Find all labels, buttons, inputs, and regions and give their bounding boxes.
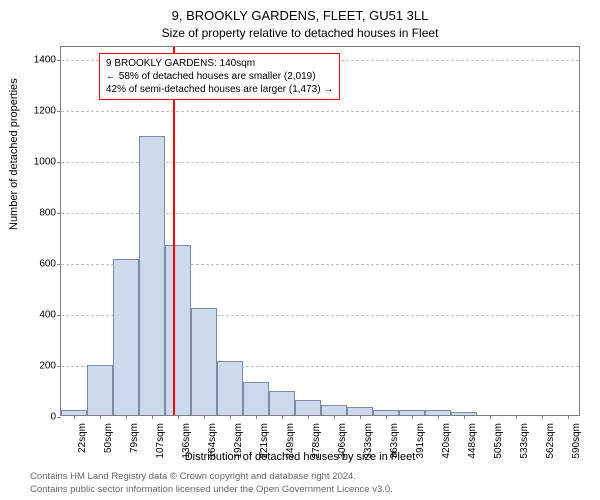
x-tick-label: 79sqm xyxy=(129,423,140,453)
histogram-bar xyxy=(217,361,243,415)
y-tick-mark xyxy=(57,315,61,316)
y-tick-label: 1000 xyxy=(21,156,56,167)
histogram-bar xyxy=(191,308,217,415)
annotation-line: 9 BROOKLY GARDENS: 140sqm xyxy=(106,57,333,70)
x-tick-mark xyxy=(334,415,335,419)
x-tick-mark xyxy=(568,415,569,419)
y-tick-mark xyxy=(57,264,61,265)
y-tick-mark xyxy=(57,162,61,163)
y-tick-label: 200 xyxy=(21,360,56,371)
x-tick-mark xyxy=(438,415,439,419)
y-tick-mark xyxy=(57,213,61,214)
histogram-bar xyxy=(269,391,295,415)
y-tick-mark xyxy=(57,417,61,418)
histogram-bar xyxy=(243,382,269,415)
title-text: 9, BROOKLY GARDENS, FLEET, GU51 3LL xyxy=(172,8,429,23)
attribution-line2: Contains public sector information licen… xyxy=(30,484,393,496)
histogram-bar xyxy=(87,365,113,415)
x-tick-mark xyxy=(178,415,179,419)
x-tick-mark xyxy=(256,415,257,419)
chart-subtitle: Size of property relative to detached ho… xyxy=(0,26,600,40)
histogram-bar xyxy=(113,259,139,415)
histogram-bar xyxy=(139,136,165,415)
x-tick-label: 50sqm xyxy=(103,423,114,453)
histogram-bar xyxy=(321,405,347,415)
annotation-line: ← 58% of detached houses are smaller (2,… xyxy=(106,70,333,83)
annotation-box: 9 BROOKLY GARDENS: 140sqm← 58% of detach… xyxy=(99,53,340,100)
chart-title: 9, BROOKLY GARDENS, FLEET, GU51 3LL xyxy=(0,8,600,23)
y-tick-mark xyxy=(57,60,61,61)
attribution: Contains HM Land Registry data © Crown c… xyxy=(30,471,393,496)
y-tick-label: 600 xyxy=(21,258,56,269)
x-tick-mark xyxy=(542,415,543,419)
x-tick-mark xyxy=(386,415,387,419)
y-tick-label: 1200 xyxy=(21,105,56,116)
grid-line xyxy=(61,111,579,112)
x-tick-mark xyxy=(126,415,127,419)
plot-area: 020040060080010001200140022sqm50sqm79sqm… xyxy=(60,46,580,416)
x-tick-mark xyxy=(490,415,491,419)
reference-line xyxy=(173,47,175,415)
x-tick-mark xyxy=(282,415,283,419)
y-tick-label: 800 xyxy=(21,207,56,218)
x-tick-mark xyxy=(516,415,517,419)
x-tick-mark xyxy=(412,415,413,419)
x-tick-mark xyxy=(360,415,361,419)
y-tick-mark xyxy=(57,111,61,112)
histogram-bar xyxy=(295,400,321,415)
histogram-bar xyxy=(165,245,191,415)
x-tick-mark xyxy=(308,415,309,419)
x-tick-mark xyxy=(152,415,153,419)
x-tick-mark xyxy=(464,415,465,419)
histogram-bar xyxy=(347,407,373,415)
subtitle-text: Size of property relative to detached ho… xyxy=(162,26,439,40)
x-tick-label: 22sqm xyxy=(77,423,88,453)
y-axis-label: Number of detached properties xyxy=(8,78,20,230)
x-tick-mark xyxy=(74,415,75,419)
attribution-line1: Contains HM Land Registry data © Crown c… xyxy=(30,471,393,483)
y-tick-label: 0 xyxy=(21,412,56,423)
annotation-line: 42% of semi-detached houses are larger (… xyxy=(106,83,333,96)
y-tick-label: 400 xyxy=(21,309,56,320)
x-tick-mark xyxy=(204,415,205,419)
x-tick-mark xyxy=(100,415,101,419)
y-tick-mark xyxy=(57,366,61,367)
y-tick-label: 1400 xyxy=(21,54,56,65)
x-tick-mark xyxy=(230,415,231,419)
chart-container: 9, BROOKLY GARDENS, FLEET, GU51 3LL Size… xyxy=(0,0,600,500)
x-axis-label: Distribution of detached houses by size … xyxy=(0,451,600,463)
